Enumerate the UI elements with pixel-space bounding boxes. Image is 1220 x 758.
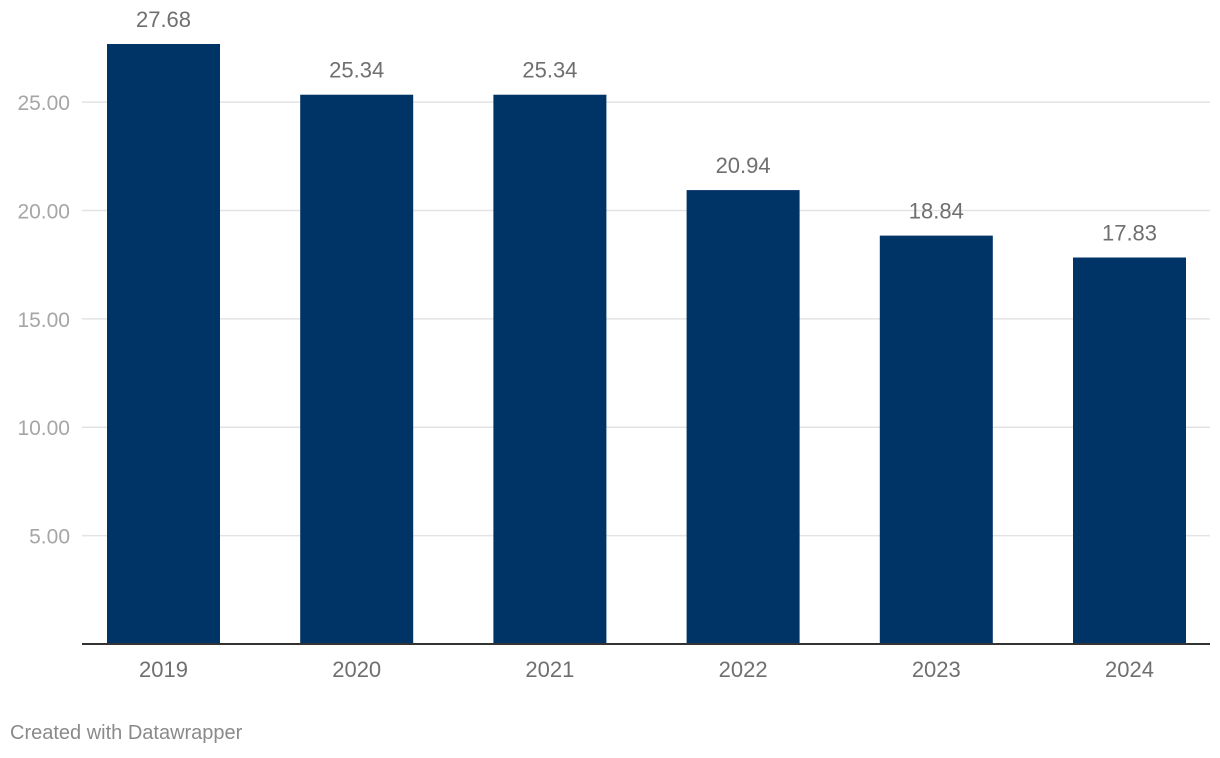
bar-2019[interactable] [107, 44, 220, 644]
value-label: 25.34 [329, 58, 384, 83]
x-tick-label: 2021 [525, 657, 574, 682]
x-tick-label: 2023 [912, 657, 961, 682]
bar-2021[interactable] [493, 94, 607, 645]
y-tick-label: 25.00 [17, 92, 70, 115]
value-label: 20.94 [716, 153, 771, 178]
x-tick-label: 2024 [1105, 657, 1154, 682]
x-axis-ticks: 2019 2020 2021 2022 2023 2024 [139, 657, 1154, 682]
y-tick-label: 10.00 [17, 417, 70, 440]
datawrapper-credit[interactable]: Created with Datawrapper [10, 722, 243, 744]
bar-2023[interactable] [879, 235, 993, 644]
x-tick-label: 2020 [332, 657, 381, 682]
bar-2022[interactable] [686, 190, 800, 644]
value-label: 18.84 [909, 199, 964, 224]
x-tick-label: 2019 [139, 657, 188, 682]
bars [107, 44, 1186, 645]
gridlines [82, 101, 1210, 537]
value-label: 25.34 [522, 58, 577, 83]
bar-2024[interactable] [1073, 257, 1186, 644]
y-tick-label: 20.00 [17, 200, 70, 223]
value-label: 17.83 [1102, 221, 1157, 246]
value-labels: 27.68 25.34 25.34 20.94 18.84 17.83 [136, 7, 1157, 246]
x-tick-label: 2022 [719, 657, 768, 682]
bar-2020[interactable] [300, 94, 414, 645]
y-tick-label: 5.00 [29, 526, 70, 549]
y-axis-ticks: 5.00 10.00 15.00 20.00 25.00 [17, 92, 70, 549]
y-tick-label: 15.00 [17, 309, 70, 332]
bar-chart: 5.00 10.00 15.00 20.00 25.00 27.68 25.34 25.34… [17, 7, 1210, 682]
value-label: 27.68 [136, 7, 191, 32]
